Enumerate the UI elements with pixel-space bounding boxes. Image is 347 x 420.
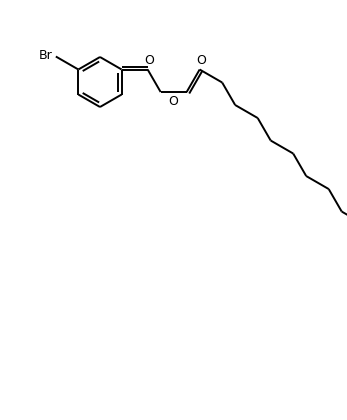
Text: O: O bbox=[169, 94, 179, 108]
Text: Br: Br bbox=[39, 49, 53, 62]
Text: O: O bbox=[197, 54, 206, 67]
Text: O: O bbox=[145, 54, 154, 67]
